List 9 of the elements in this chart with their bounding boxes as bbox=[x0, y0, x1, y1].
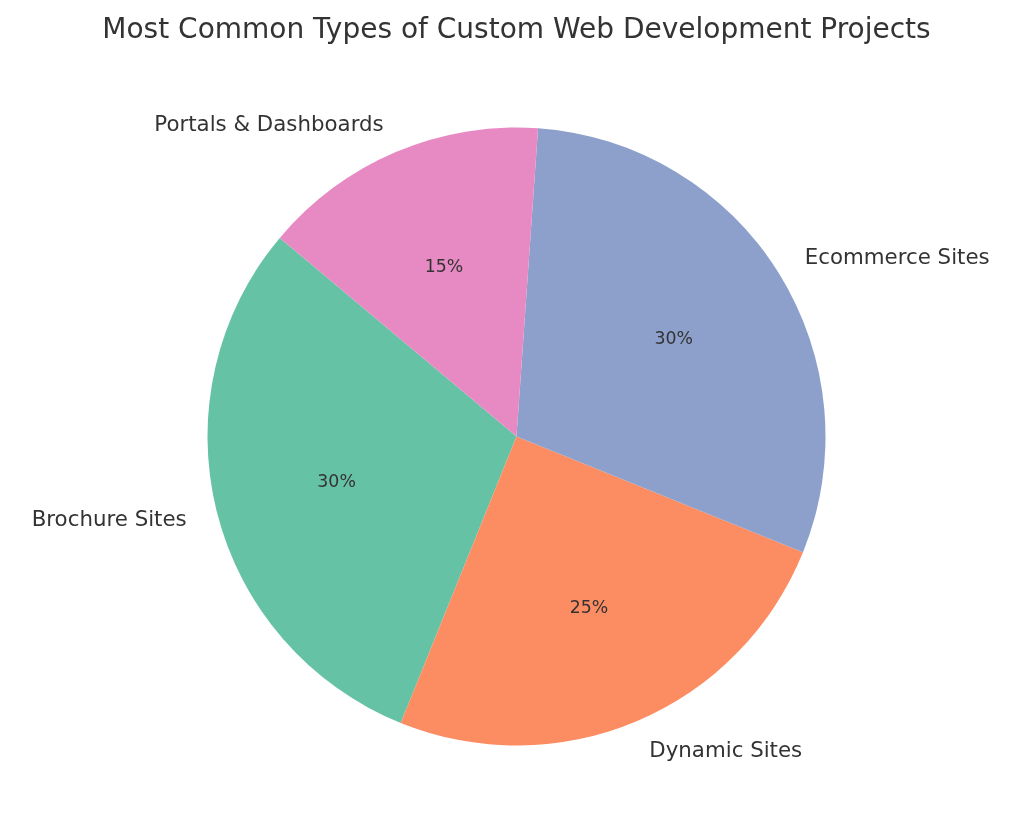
chart-title: Most Common Types of Custom Web Development Projects bbox=[102, 12, 931, 45]
slice-label: Portals & Dashboards bbox=[154, 111, 384, 137]
data-label: 25% bbox=[569, 597, 609, 618]
slice-label: Ecommerce Sites bbox=[804, 243, 990, 269]
data-label: 15% bbox=[424, 255, 464, 276]
slice-label: Brochure Sites bbox=[31, 506, 187, 532]
slice-label: Dynamic Sites bbox=[649, 736, 803, 762]
data-label: 30% bbox=[317, 471, 356, 492]
data-label: 30% bbox=[654, 328, 693, 349]
